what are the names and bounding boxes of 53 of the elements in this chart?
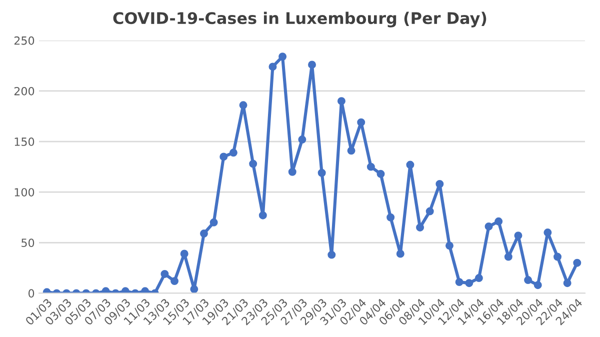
point (563, 279, 572, 288)
point (436, 180, 444, 188)
point (337, 97, 346, 106)
y-tick-label: 0 (28, 289, 34, 298)
point (514, 232, 522, 240)
point (504, 252, 512, 261)
point (102, 287, 110, 294)
point (210, 218, 218, 226)
point (357, 118, 366, 126)
point (141, 287, 150, 294)
point (258, 211, 267, 220)
point (426, 207, 434, 216)
point (534, 281, 542, 290)
point (366, 162, 375, 171)
y-tick-label: 250 (14, 36, 34, 45)
point (268, 62, 277, 71)
point (239, 101, 248, 110)
y-tick-label: 200 (14, 86, 34, 96)
point (455, 278, 464, 286)
point (347, 146, 356, 155)
point (170, 277, 179, 286)
point (318, 168, 326, 177)
y-tick-label: 100 (14, 188, 34, 196)
point (298, 136, 306, 144)
point (200, 230, 208, 238)
point (494, 217, 503, 226)
point (396, 250, 404, 258)
point (465, 279, 474, 288)
point (406, 160, 414, 169)
point (416, 223, 424, 232)
point (524, 276, 532, 284)
point (180, 250, 188, 258)
point (160, 270, 169, 278)
point (376, 170, 385, 178)
y-tick-label: 150 (14, 138, 34, 146)
point (484, 222, 493, 230)
point (573, 258, 582, 267)
point (544, 228, 552, 237)
chart-title: COVID-19-Cases in Luxembourg (Per Day) (113, 12, 486, 28)
point (249, 160, 258, 168)
point (278, 52, 287, 61)
point (121, 287, 130, 294)
point (220, 152, 228, 161)
point (445, 242, 454, 250)
point (386, 213, 395, 222)
point (474, 274, 483, 282)
point (190, 285, 198, 294)
point (328, 250, 336, 259)
point (308, 60, 316, 69)
y-tick-label: 50 (22, 238, 34, 248)
point (554, 252, 562, 261)
point (288, 168, 296, 176)
point (229, 148, 238, 157)
